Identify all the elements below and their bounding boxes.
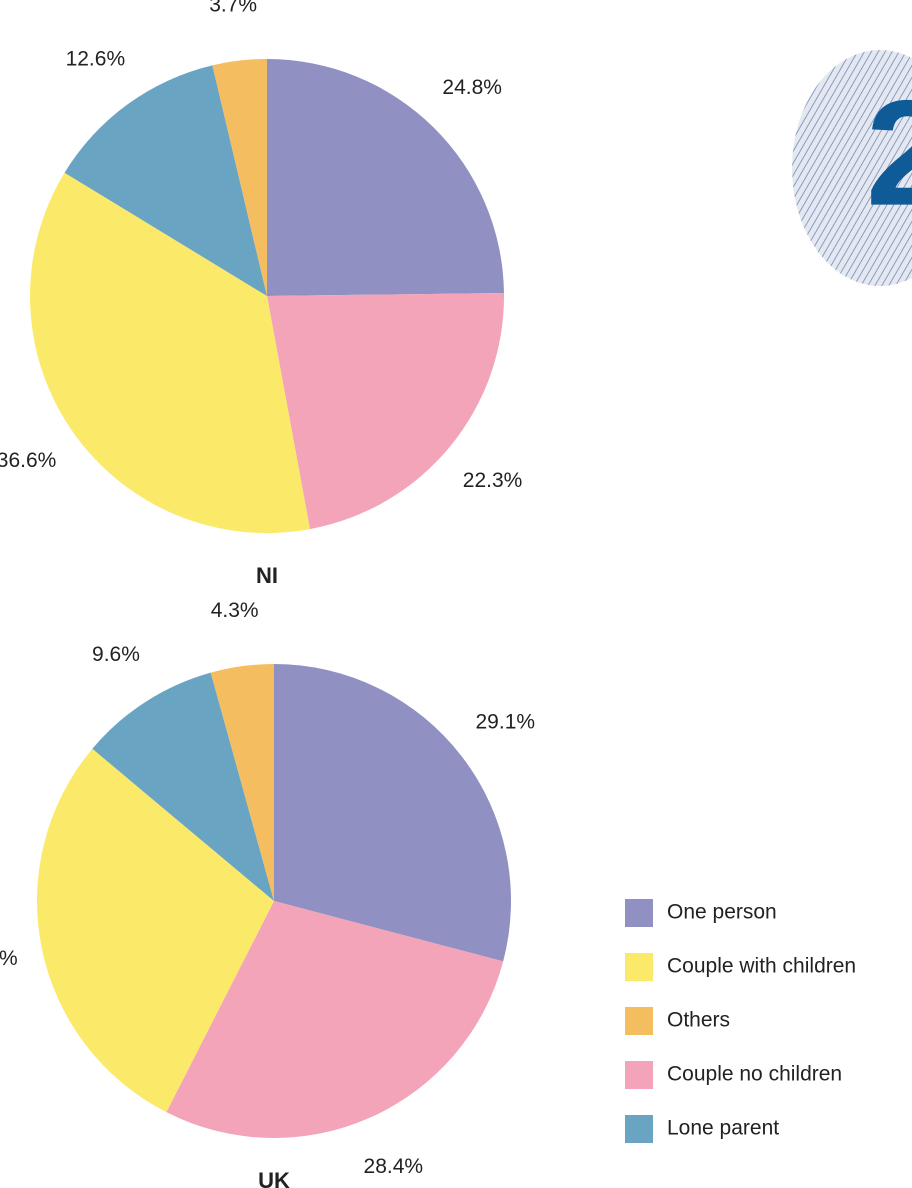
slice-label: 3.7% xyxy=(209,0,257,17)
slice-label: 9.6% xyxy=(92,643,140,666)
slice-label: 29.1% xyxy=(476,710,536,733)
legend-swatch xyxy=(625,1115,653,1143)
fingerprint xyxy=(792,50,912,286)
pie-title: NI xyxy=(256,563,278,588)
pie-slice xyxy=(92,672,274,901)
pie-slice xyxy=(274,664,511,962)
legend-swatch xyxy=(625,1007,653,1035)
pie-title: UK xyxy=(258,1168,290,1188)
legend-label: Others xyxy=(667,1009,730,1032)
pie-slice xyxy=(64,65,267,296)
slice-label: 28.6% xyxy=(0,947,18,970)
pie-slice xyxy=(267,293,504,530)
legend-label: Couple no children xyxy=(667,1063,842,1086)
badge-number: 2 xyxy=(866,69,912,237)
legend-label: Lone parent xyxy=(667,1117,779,1140)
legend-swatch xyxy=(625,899,653,927)
pie-slice xyxy=(210,664,274,901)
slice-label: 24.8% xyxy=(442,76,502,99)
fingerprint-badge: 2 xyxy=(792,50,912,286)
slice-label: 36.6% xyxy=(0,449,56,472)
slice-label: 4.3% xyxy=(211,599,259,622)
pie-slice xyxy=(166,901,504,1139)
legend-label: Couple with children xyxy=(667,955,856,978)
slice-label: 12.6% xyxy=(66,47,126,70)
legend-swatch xyxy=(625,1061,653,1089)
pie-slice xyxy=(37,748,275,1113)
pie-slice xyxy=(267,59,504,296)
legend-swatch xyxy=(625,953,653,981)
legend-label: One person xyxy=(667,901,777,924)
pie-slice xyxy=(29,172,310,534)
slice-label: 22.3% xyxy=(463,469,523,492)
pie-slice xyxy=(212,59,267,296)
slice-label: 28.4% xyxy=(364,1155,424,1178)
